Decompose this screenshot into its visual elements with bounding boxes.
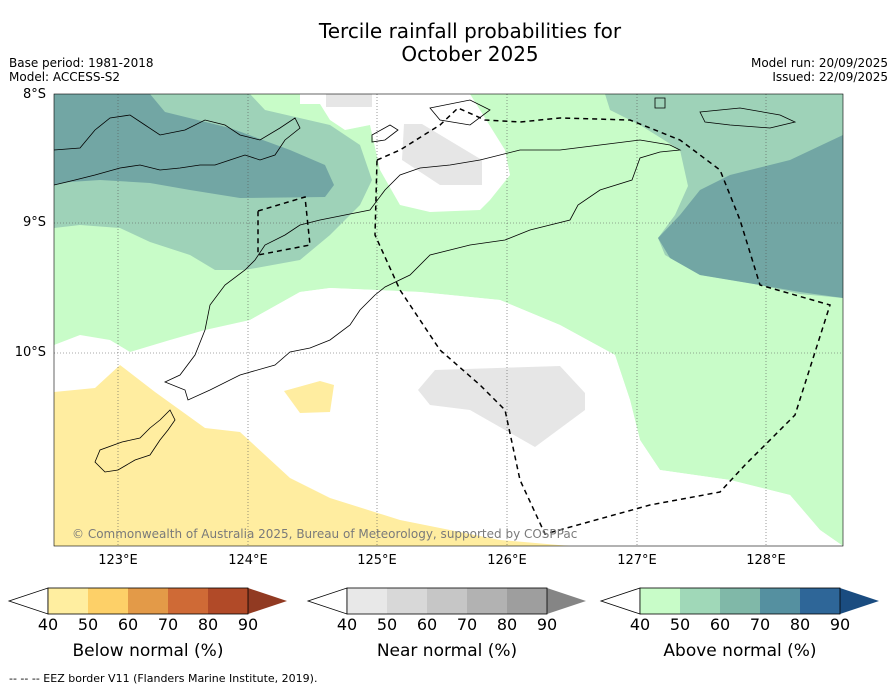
- flores-coastline: [54, 114, 301, 186]
- model-run: Model run: 20/09/2025: [750, 56, 888, 70]
- title-line-1: Tercile rainfall probabilities for: [318, 19, 622, 43]
- colorbar-near-swatch-4: [467, 588, 507, 614]
- lon-label-127e: 127°E: [617, 553, 657, 568]
- copyright-notice: © Commonwealth of Australia 2025, Bureau…: [72, 527, 578, 541]
- above-tick-70: 70: [749, 615, 771, 634]
- below-tick-60: 60: [117, 615, 139, 634]
- near-tick-50: 50: [376, 615, 398, 634]
- colorbar-above-max-arrow: [840, 588, 879, 614]
- lon-label-124e: 124°E: [228, 553, 268, 568]
- meta-left: Base period: 1981-2018 Model: ACCESS-S2: [9, 56, 154, 84]
- colorbar-near-swatch-2: [387, 588, 427, 614]
- eez-footer-note: -- -- -- EEZ border V11 (Flanders Marine…: [9, 672, 318, 685]
- colorbar-above-swatch-3: [720, 588, 760, 614]
- meta-right: Model run: 20/09/2025 Issued: 22/09/2025: [751, 56, 888, 84]
- near-tick-90: 90: [536, 615, 558, 634]
- colorbar-below-swatch-3: [128, 588, 168, 614]
- above-tick-60: 60: [709, 615, 731, 634]
- above-tick-90: 90: [829, 615, 851, 634]
- lon-label-125e: 125°E: [357, 553, 397, 568]
- colorbar-below-swatch-2: [88, 588, 128, 614]
- lat-label-9s: 9°S: [22, 215, 46, 230]
- gridlines: [54, 94, 843, 546]
- colorbar-near-min-arrow: [306, 587, 348, 615]
- colorbar-above: [599, 587, 879, 615]
- colorbar-below-swatch-1: [48, 588, 88, 614]
- map-frame: [53, 93, 844, 547]
- rote-island-coastline: [94, 409, 176, 473]
- below-normal-title: Below normal (%): [72, 641, 224, 661]
- colorbar-near-swatch-5: [507, 588, 547, 614]
- timor-island-coastline: [163, 139, 682, 401]
- below-40-50-region-2: [284, 381, 334, 413]
- colorbar-above-swatch-2: [680, 588, 720, 614]
- above-tick-80: 80: [789, 615, 811, 634]
- above-60-70-region-nw: [54, 94, 334, 198]
- near-tick-70: 70: [456, 615, 478, 634]
- colorbar-below-swatch-4: [168, 588, 208, 614]
- lon-label-126e: 126°E: [487, 553, 527, 568]
- lat-label-10s: 10°S: [14, 345, 46, 360]
- near-tick-40: 40: [336, 615, 358, 634]
- coastlines: [54, 97, 797, 473]
- colorbar-below-swatch-5: [208, 588, 248, 614]
- colorbar-below: [7, 587, 287, 615]
- eez-border: [257, 107, 831, 535]
- colorbar-near: [306, 587, 586, 615]
- lon-label-128e: 128°E: [746, 553, 786, 568]
- colorbar-below-frame: [47, 587, 249, 615]
- near-normal-title: Near normal (%): [376, 641, 518, 661]
- colorbar-near-swatch-1: [347, 588, 387, 614]
- lon-label-123e: 123°E: [98, 553, 138, 568]
- wetar-coastline: [654, 97, 797, 129]
- colorbar-near-swatch-3: [427, 588, 467, 614]
- below-tick-90: 90: [237, 615, 259, 634]
- below-tick-50: 50: [77, 615, 99, 634]
- above-tick-40: 40: [629, 615, 651, 634]
- colorbar-below-max-arrow: [248, 588, 287, 614]
- colorbar-near-max-arrow: [547, 588, 586, 614]
- below-tick-80: 80: [197, 615, 219, 634]
- above-60-70-region-ne: [658, 135, 843, 298]
- below-tick-40: 40: [37, 615, 59, 634]
- model-name: Model: ACCESS-S2: [9, 70, 121, 84]
- colorbar-above-swatch-5: [800, 588, 840, 614]
- colorbar-near-frame: [346, 587, 548, 615]
- colorbar-above-min-arrow: [599, 587, 641, 615]
- above-normal-title: Above normal (%): [663, 641, 817, 661]
- above-tick-50: 50: [669, 615, 691, 634]
- lat-label-8s: 8°S: [22, 87, 46, 102]
- base-period: Base period: 1981-2018: [9, 56, 154, 70]
- colorbar-above-swatch-4: [760, 588, 800, 614]
- colorbar-below-min-arrow: [7, 587, 49, 615]
- near-40-50-region-2: [326, 94, 372, 107]
- map-title: Tercile rainfall probabilities for Octob…: [0, 20, 896, 66]
- near-tick-60: 60: [416, 615, 438, 634]
- colorbar-above-swatch-1: [640, 588, 680, 614]
- issued-date: Issued: 22/09/2025: [772, 70, 888, 84]
- title-line-2: October 2025: [401, 42, 539, 66]
- near-40-50-region-1: [402, 124, 482, 185]
- near-tick-80: 80: [496, 615, 518, 634]
- probability-regions: [54, 94, 843, 546]
- below-tick-70: 70: [157, 615, 179, 634]
- colorbar-above-frame: [639, 587, 841, 615]
- below-40-50-region-1: [54, 365, 570, 546]
